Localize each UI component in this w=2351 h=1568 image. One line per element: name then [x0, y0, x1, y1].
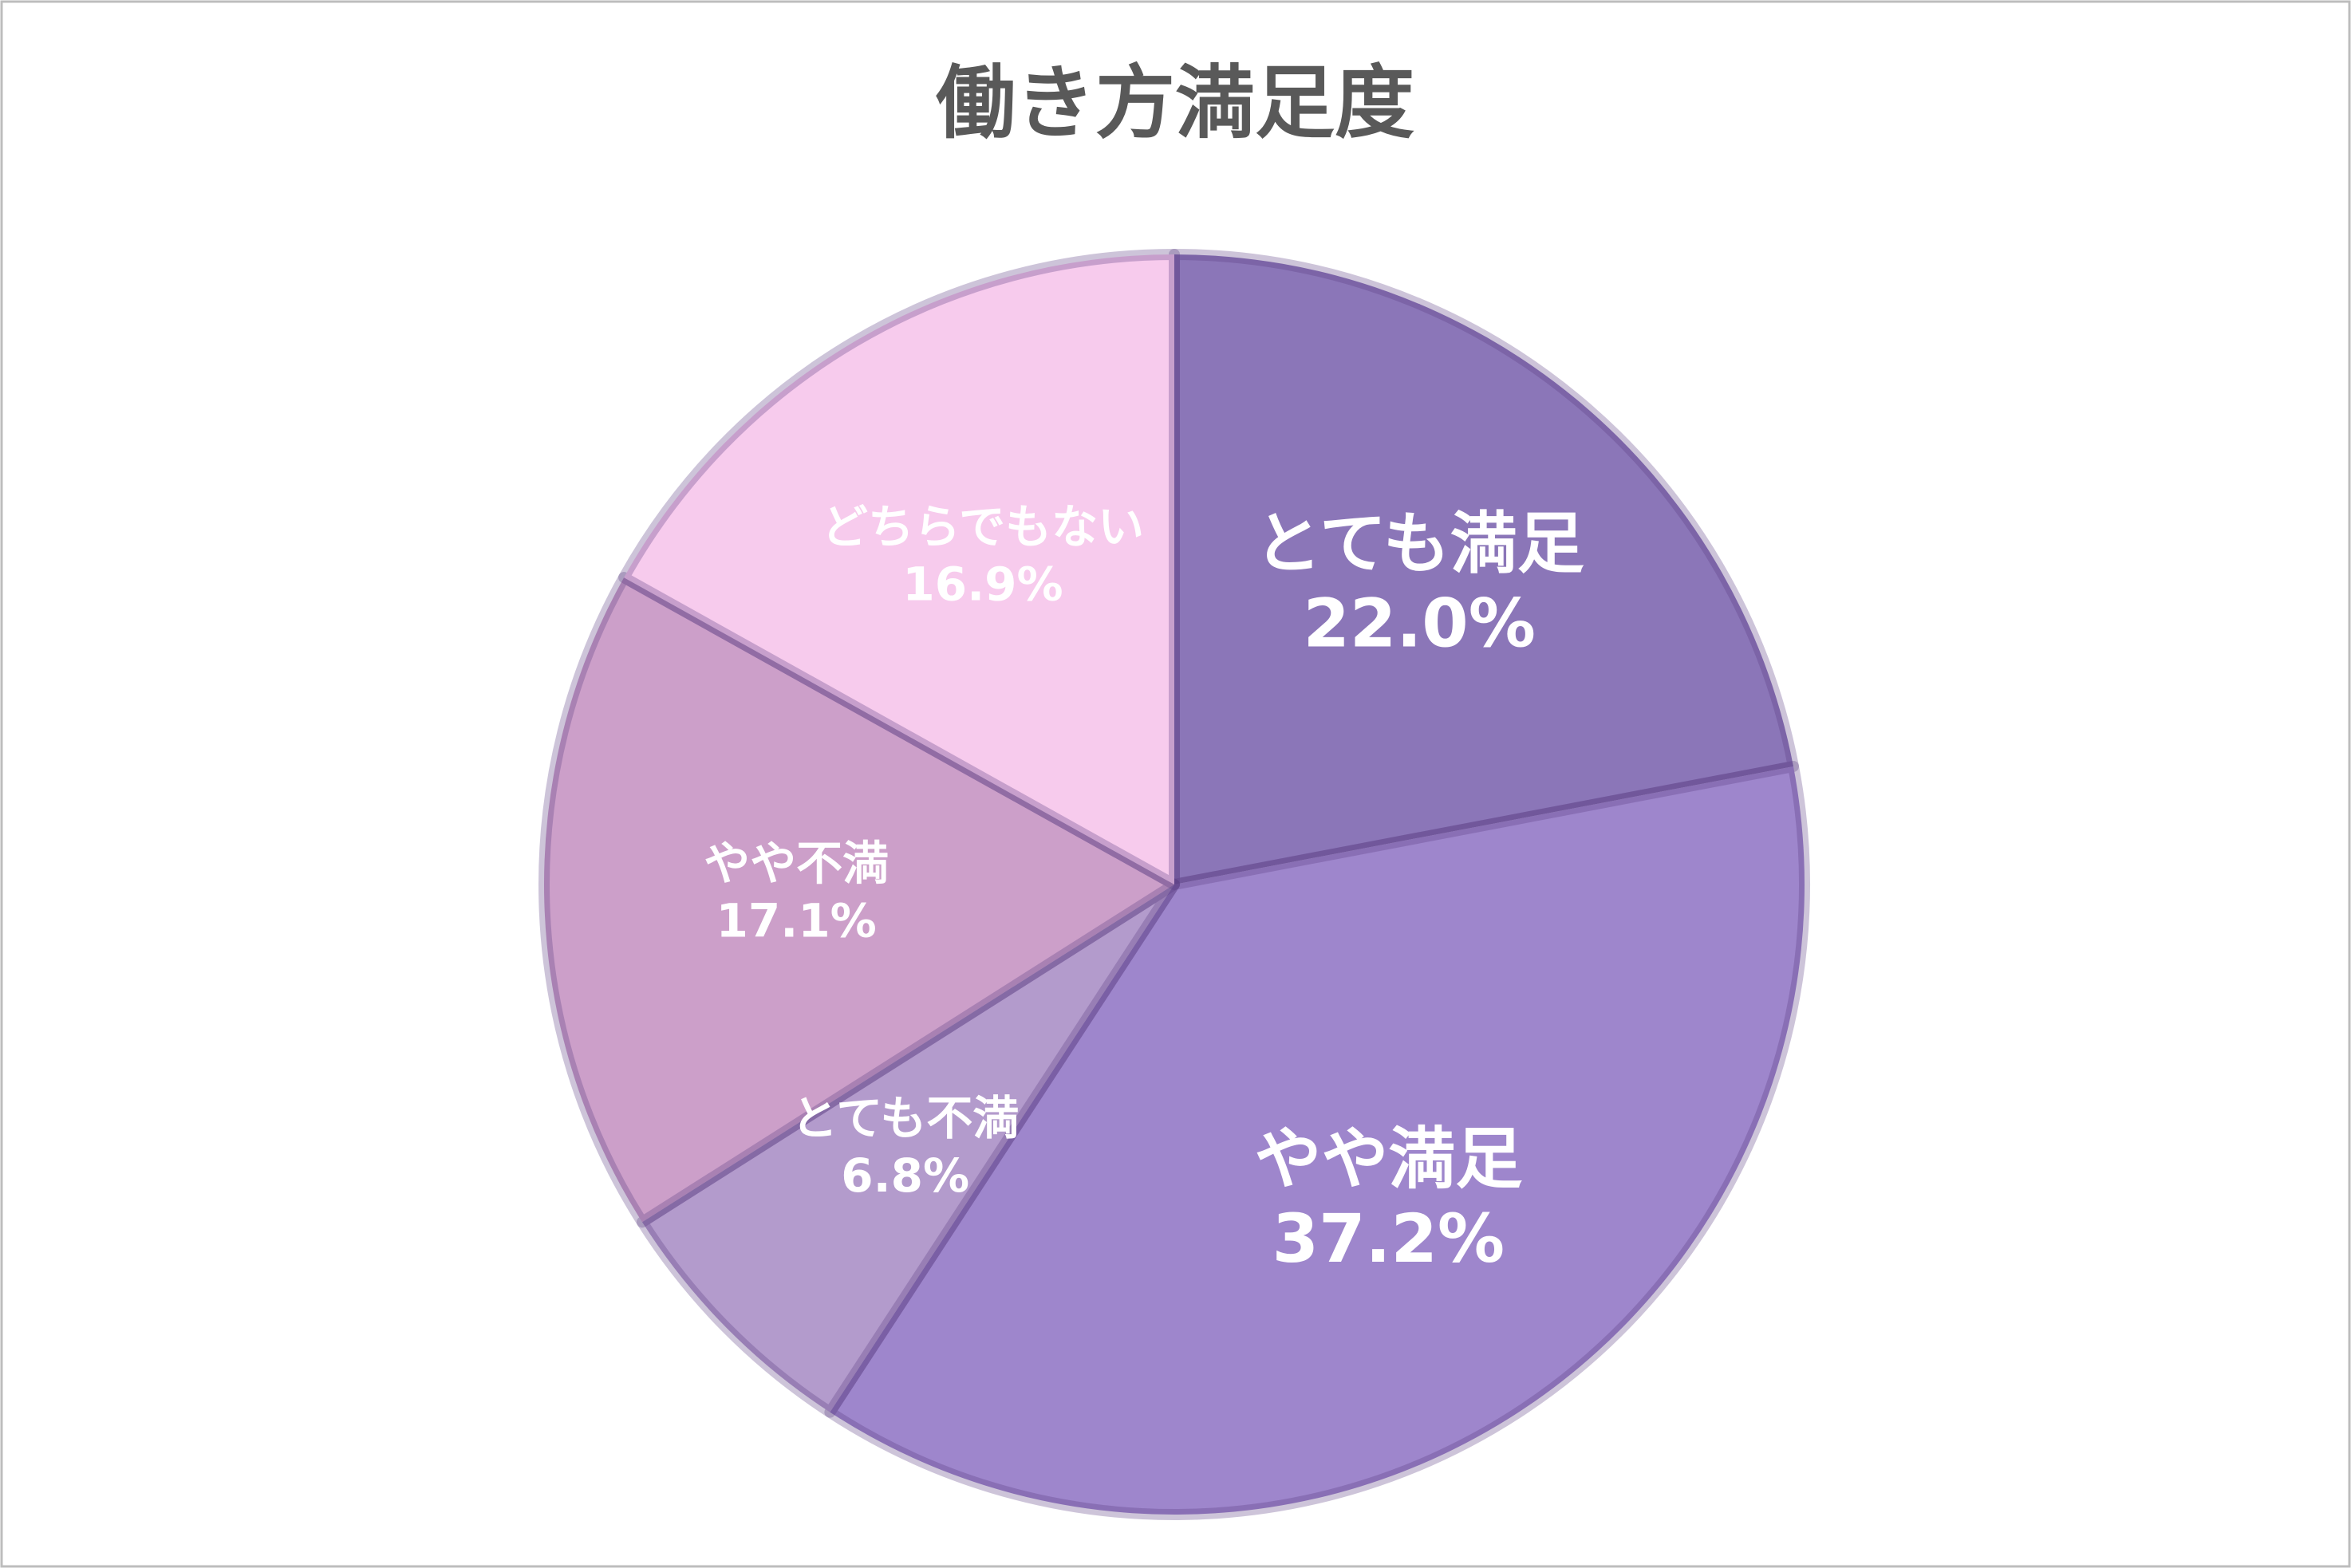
pie-slice [538, 572, 1180, 1228]
value-label: 37.2% [1272, 1200, 1505, 1278]
slice-label: とても不満 [791, 1091, 1019, 1145]
chart-title: 働き方満足度 [936, 56, 1414, 149]
pie-slice [618, 249, 1180, 890]
slice-label: どちらでもない [822, 499, 1144, 554]
value-label: 16.9% [902, 557, 1063, 611]
value-label: 22.0% [1303, 585, 1535, 663]
pie-slice [824, 760, 1810, 1520]
pie-slice [1169, 249, 1800, 890]
value-label: 17.1% [716, 894, 877, 948]
slice-label: とても満足 [1255, 505, 1584, 583]
value-label: 6.8% [841, 1148, 969, 1203]
slice-label: やや不満 [704, 837, 889, 891]
pie-slice [636, 879, 1180, 1418]
slice-label: やや満足 [1254, 1120, 1522, 1198]
